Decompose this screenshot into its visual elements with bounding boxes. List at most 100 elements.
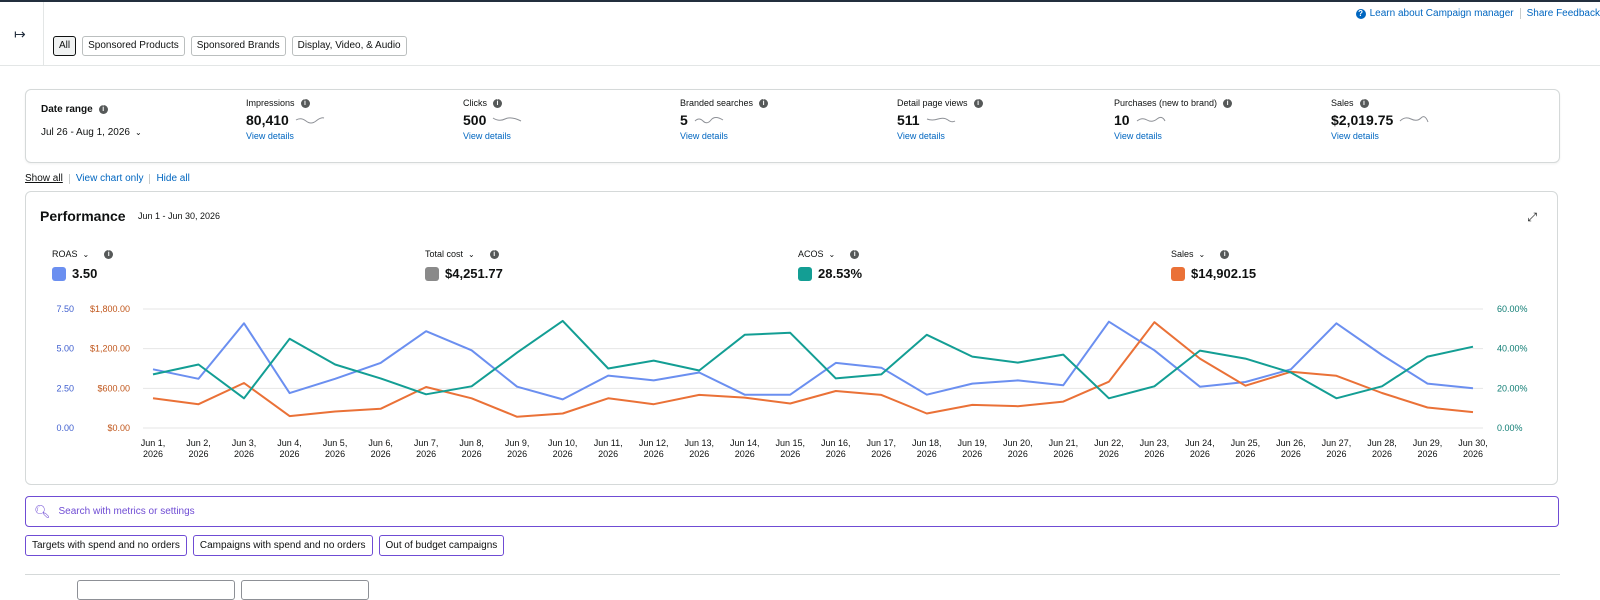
x-tick-label: 2026 xyxy=(1235,449,1255,459)
info-icon[interactable]: i xyxy=(1359,98,1369,108)
x-tick-label: Jun 12, xyxy=(639,438,669,448)
view-details-link[interactable]: View details xyxy=(680,131,728,141)
x-tick-label: Jun 3, xyxy=(232,438,257,448)
metric-dropdown[interactable]: ROAS ⌄ i xyxy=(52,249,114,259)
y-tick-label-roas: 2.50 xyxy=(56,383,74,393)
view-details-link[interactable]: View details xyxy=(897,131,945,141)
x-tick-label: 2026 xyxy=(1281,449,1301,459)
x-tick-label: Jun 9, xyxy=(505,438,530,448)
view-details-link[interactable]: View details xyxy=(1114,131,1162,141)
metric-dropdown[interactable]: Total cost ⌄ i xyxy=(425,249,503,259)
x-tick-label: Jun 26, xyxy=(1276,438,1306,448)
info-icon[interactable]: i xyxy=(493,98,502,108)
metric-label: Branded searches xyxy=(680,98,754,108)
show-all-link[interactable]: Show all xyxy=(25,173,63,184)
x-tick-label: Jun 17, xyxy=(867,438,897,448)
metric-value: 511 xyxy=(897,112,920,128)
x-tick-label: Jun 11, xyxy=(594,438,623,448)
divider xyxy=(149,173,151,184)
info-icon[interactable]: i xyxy=(1220,249,1230,259)
info-icon[interactable]: i xyxy=(759,98,769,108)
x-tick-label: Jun 29, xyxy=(1413,438,1443,448)
sparkline-icon xyxy=(1399,116,1429,123)
x-tick-label: 2026 xyxy=(462,449,482,459)
hide-all-link[interactable]: Hide all xyxy=(156,173,190,184)
metric-value: $4,251.77 xyxy=(445,266,503,281)
tab-sponsored-products[interactable]: Sponsored Products xyxy=(82,36,185,56)
info-icon[interactable]: i xyxy=(98,105,108,114)
metric-value: 5 xyxy=(680,112,688,128)
table-control-button[interactable] xyxy=(77,580,235,600)
top-border xyxy=(0,0,1600,2)
tab-sponsored-brands[interactable]: Sponsored Brands xyxy=(190,36,286,56)
y-tick-label-pct: 0.00% xyxy=(1497,423,1523,433)
x-tick-label: 2026 xyxy=(507,449,527,459)
info-icon[interactable]: i xyxy=(1223,98,1233,108)
x-tick-label: Jun 7, xyxy=(414,438,439,448)
series-color-swatch xyxy=(52,266,66,281)
table-control-button[interactable] xyxy=(241,580,369,600)
chevron-down-icon: ⌄ xyxy=(134,128,142,137)
x-tick-label: 2026 xyxy=(371,449,391,459)
view-chart-only-link[interactable]: View chart only xyxy=(75,173,144,184)
metric-dropdown[interactable]: ACOS ⌄ i xyxy=(798,249,862,259)
x-tick-label: Jun 4, xyxy=(277,438,302,448)
series-line-sales xyxy=(152,321,1474,418)
x-tick-label: 2026 xyxy=(1463,449,1483,459)
left-rail: ↦ xyxy=(0,2,44,66)
y-tick-label-roas: 7.50 xyxy=(56,304,74,314)
y-tick-label-pct: 60.00% xyxy=(1497,304,1528,314)
info-icon[interactable]: i xyxy=(973,98,983,108)
x-tick-label: 2026 xyxy=(234,449,254,459)
sparkline-icon xyxy=(493,117,522,122)
learn-campaign-manager-link[interactable]: Learn about Campaign manager xyxy=(1369,8,1514,19)
date-range-picker[interactable]: Jul 26 - Aug 1, 2026 ⌄ xyxy=(41,127,142,138)
x-tick-label: 2026 xyxy=(735,449,755,459)
x-tick-label: 2026 xyxy=(1144,449,1164,459)
search-input[interactable] xyxy=(58,506,1459,517)
y-tick-label-money: $600.00 xyxy=(97,383,130,393)
x-tick-label: Jun 10, xyxy=(548,438,578,448)
info-icon[interactable]: i xyxy=(104,249,114,259)
x-tick-label: 2026 xyxy=(1008,449,1028,459)
x-tick-label: Jun 24, xyxy=(1185,438,1215,448)
metric-label: Purchases (new to brand) xyxy=(1114,98,1218,108)
chip-campaigns-spend-no-orders[interactable]: Campaigns with spend and no orders xyxy=(192,535,373,556)
metric-value: 3.50 xyxy=(72,266,98,281)
metric-dropdown[interactable]: Sales ⌄ i xyxy=(1171,249,1256,259)
selected-metric-sales: Sales ⌄ i $14,902.15 xyxy=(1171,249,1256,281)
sparkline-icon xyxy=(694,117,724,124)
info-icon[interactable]: i xyxy=(300,98,310,108)
search-field[interactable]: 🔍︎ xyxy=(25,496,1559,527)
metric-label: Sales xyxy=(1171,249,1194,259)
x-tick-label: Jun 5, xyxy=(323,438,348,448)
metric-value: 28.53% xyxy=(818,266,863,281)
x-tick-label: 2026 xyxy=(1326,449,1346,459)
y-tick-label-pct: 40.00% xyxy=(1497,344,1528,354)
x-tick-label: Jun 30, xyxy=(1458,438,1488,448)
metric-label: Detail page views xyxy=(897,98,968,108)
view-details-link[interactable]: View details xyxy=(1331,131,1379,141)
sparkline-icon xyxy=(926,117,955,123)
expand-chart-icon[interactable]: ⤢ xyxy=(1527,210,1537,224)
x-tick-label: Jun 22, xyxy=(1094,438,1124,448)
tab-display-video-audio[interactable]: Display, Video, & Audio xyxy=(291,36,407,56)
view-details-link[interactable]: View details xyxy=(463,131,511,141)
chevron-down-icon: ⌄ xyxy=(468,249,475,259)
x-tick-label: 2026 xyxy=(871,449,891,459)
info-icon[interactable]: i xyxy=(489,249,499,259)
expand-sidebar-icon[interactable]: ↦ xyxy=(14,26,26,42)
divider xyxy=(68,173,70,184)
header-divider xyxy=(0,65,1600,66)
chip-targets-spend-no-orders[interactable]: Targets with spend and no orders xyxy=(25,535,187,556)
chip-out-of-budget[interactable]: Out of budget campaigns xyxy=(378,535,505,556)
x-tick-label: 2026 xyxy=(1417,449,1437,459)
tab-all[interactable]: All xyxy=(53,36,77,56)
metric-purchases-new-to-brand: Purchases (new to brand) i 10 View detail… xyxy=(1114,98,1233,141)
view-details-link[interactable]: View details xyxy=(246,131,294,141)
info-icon[interactable]: i xyxy=(850,249,860,259)
series-color-swatch xyxy=(798,266,812,281)
date-range-value: Jul 26 - Aug 1, 2026 xyxy=(41,127,130,138)
ad-type-tabs: All Sponsored Products Sponsored Brands … xyxy=(53,36,407,56)
share-feedback-link[interactable]: Share Feedback xyxy=(1526,8,1600,19)
